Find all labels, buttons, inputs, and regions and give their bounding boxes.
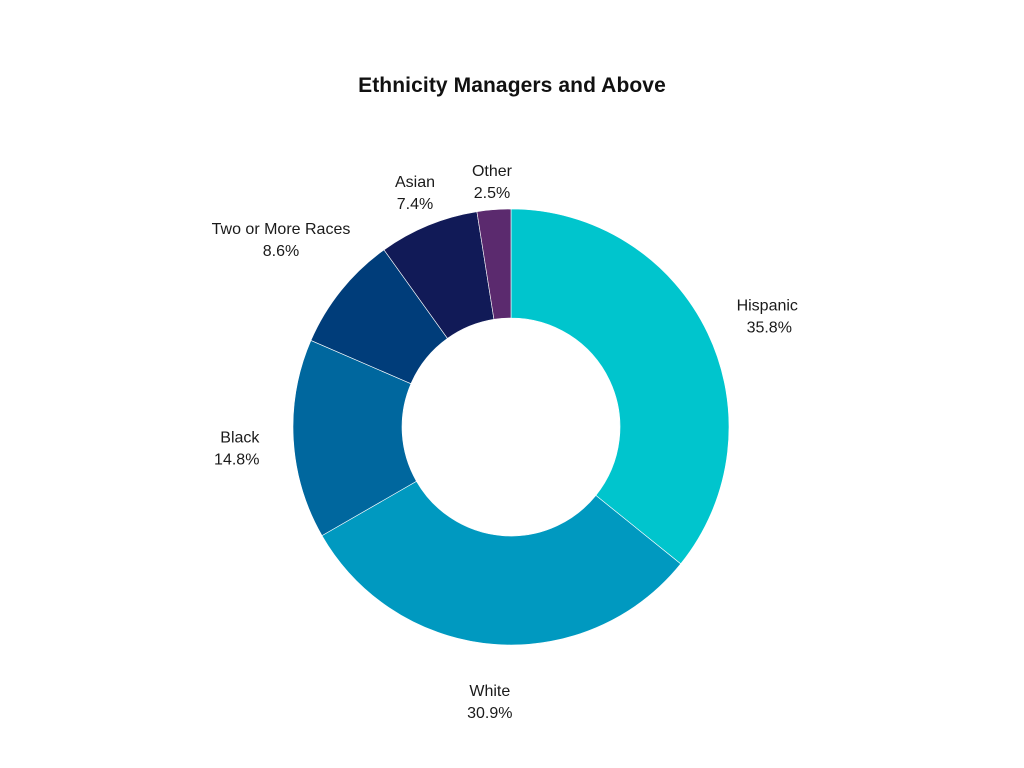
value-label-white: 30.9% xyxy=(467,705,512,722)
label-hispanic: Hispanic xyxy=(737,298,798,315)
value-label-two-or-more-races: 8.6% xyxy=(263,243,299,260)
value-label-black: 14.8% xyxy=(214,451,259,468)
slice-hispanic xyxy=(510,208,730,565)
chart-title: Ethnicity Managers and Above xyxy=(358,74,666,97)
value-label-other: 2.5% xyxy=(474,185,510,202)
slice-black xyxy=(292,340,417,537)
label-other: Other xyxy=(472,163,513,180)
label-two-or-more-races: Two or More Races xyxy=(212,221,351,238)
label-asian: Asian xyxy=(395,174,435,191)
label-black: Black xyxy=(220,429,260,446)
slice-white xyxy=(321,480,682,646)
value-label-hispanic: 35.8% xyxy=(747,320,792,337)
value-label-asian: 7.4% xyxy=(397,196,433,213)
label-white: White xyxy=(469,683,510,700)
slice-other xyxy=(476,208,512,320)
